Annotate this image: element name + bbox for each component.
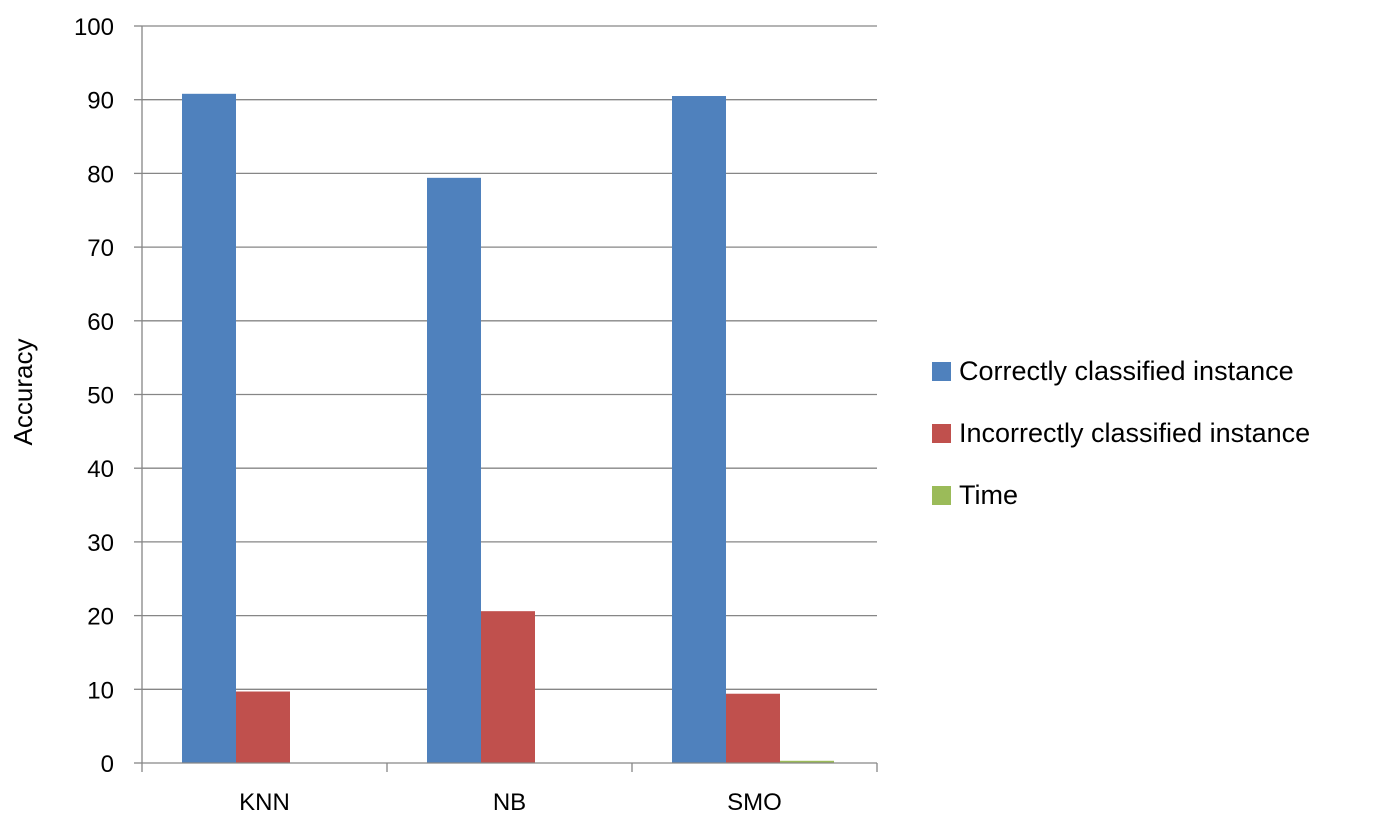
bar-smo-2 [780, 760, 834, 763]
bar-knn-0 [182, 93, 236, 763]
y-tick-label: 10 [87, 677, 114, 704]
y-tick-label: 50 [87, 383, 114, 410]
y-axis-title: Accuracy [8, 339, 38, 446]
x-tick-label: NB [493, 789, 526, 816]
legend-item: Incorrectly classified instance [932, 402, 1310, 464]
legend-label: Incorrectly classified instance [959, 417, 1311, 448]
legend-label: Correctly classified instance [959, 355, 1294, 386]
bars [182, 93, 834, 763]
y-tick-label: 90 [87, 88, 114, 115]
y-tick-label: 60 [87, 309, 114, 336]
legend-label: Time [959, 479, 1018, 510]
y-tick-label: 80 [87, 161, 114, 188]
legend: Correctly classified instance Incorrectly… [932, 340, 1310, 526]
bar-nb-0 [427, 177, 481, 763]
bar-smo-0 [672, 96, 726, 763]
bar-nb-1 [481, 611, 535, 763]
bar-knn-1 [236, 691, 290, 763]
legend-swatch [932, 423, 951, 443]
legend-item: Time [932, 464, 1310, 526]
legend-swatch [932, 485, 951, 505]
legend-swatch [932, 361, 951, 381]
y-tick-label: 70 [87, 235, 114, 262]
y-tick-label: 40 [87, 456, 114, 483]
x-tick-label: SMO [727, 789, 782, 816]
bar-smo-1 [726, 693, 780, 763]
y-tick-labels: 0 10 20 30 40 50 60 70 80 90 100 [74, 14, 114, 778]
x-tick-label: KNN [239, 789, 290, 816]
y-tick-label: 0 [101, 751, 114, 778]
y-tick-label: 100 [74, 14, 114, 41]
axes [141, 26, 878, 772]
y-tick-label: 30 [87, 530, 114, 557]
x-tick-labels: KNN NB SMO [239, 789, 782, 816]
legend-item: Correctly classified instance [932, 340, 1310, 402]
y-tick-label: 20 [87, 604, 114, 631]
gridlines [134, 25, 877, 764]
